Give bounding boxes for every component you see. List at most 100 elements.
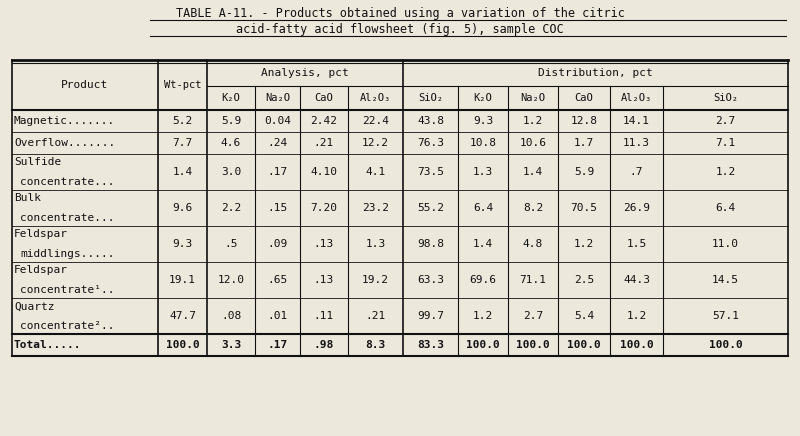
- Text: .09: .09: [267, 239, 288, 249]
- Text: 7.7: 7.7: [172, 138, 193, 148]
- Text: .17: .17: [267, 167, 288, 177]
- Text: 99.7: 99.7: [417, 311, 444, 321]
- Text: 1.2: 1.2: [626, 311, 646, 321]
- Text: K₂O: K₂O: [474, 93, 492, 103]
- Text: Al₂O₃: Al₂O₃: [621, 93, 652, 103]
- Text: 1.2: 1.2: [523, 116, 543, 126]
- Text: 3.3: 3.3: [221, 340, 241, 350]
- Text: 8.3: 8.3: [366, 340, 386, 350]
- Text: 10.6: 10.6: [519, 138, 546, 148]
- Text: .24: .24: [267, 138, 288, 148]
- Text: Product: Product: [62, 80, 109, 90]
- Text: 3.0: 3.0: [221, 167, 241, 177]
- Text: 4.8: 4.8: [523, 239, 543, 249]
- Text: 5.9: 5.9: [574, 167, 594, 177]
- Text: 2.42: 2.42: [310, 116, 338, 126]
- Text: TABLE A-11. - Products obtained using a variation of the citric: TABLE A-11. - Products obtained using a …: [175, 7, 625, 20]
- Text: 55.2: 55.2: [417, 203, 444, 213]
- Text: 73.5: 73.5: [417, 167, 444, 177]
- Text: SiO₂: SiO₂: [713, 93, 738, 103]
- Text: CaO: CaO: [574, 93, 594, 103]
- Text: 100.0: 100.0: [466, 340, 500, 350]
- Text: concentrate²..: concentrate²..: [20, 321, 114, 331]
- Text: 1.4: 1.4: [523, 167, 543, 177]
- Text: 0.04: 0.04: [264, 116, 291, 126]
- Text: 69.6: 69.6: [470, 275, 497, 285]
- Text: 4.10: 4.10: [310, 167, 338, 177]
- Text: .01: .01: [267, 311, 288, 321]
- Text: .15: .15: [267, 203, 288, 213]
- Text: middlings.....: middlings.....: [20, 249, 114, 259]
- Text: 9.6: 9.6: [172, 203, 193, 213]
- Text: .11: .11: [314, 311, 334, 321]
- Text: Feldspar: Feldspar: [14, 265, 68, 275]
- Text: concentrate¹..: concentrate¹..: [20, 285, 114, 295]
- Text: 2.2: 2.2: [221, 203, 241, 213]
- Text: 63.3: 63.3: [417, 275, 444, 285]
- Text: 76.3: 76.3: [417, 138, 444, 148]
- Text: .65: .65: [267, 275, 288, 285]
- Text: .08: .08: [221, 311, 241, 321]
- Text: .13: .13: [314, 239, 334, 249]
- Text: Total.....: Total.....: [14, 340, 82, 350]
- Text: 1.2: 1.2: [473, 311, 493, 321]
- Text: concentrate...: concentrate...: [20, 213, 114, 223]
- Text: 71.1: 71.1: [519, 275, 546, 285]
- Text: .5: .5: [224, 239, 238, 249]
- Text: Wt-pct: Wt-pct: [164, 80, 202, 90]
- Text: 19.2: 19.2: [362, 275, 389, 285]
- Text: 5.9: 5.9: [221, 116, 241, 126]
- Text: 2.7: 2.7: [523, 311, 543, 321]
- Text: .7: .7: [630, 167, 643, 177]
- Text: 2.5: 2.5: [574, 275, 594, 285]
- Text: 70.5: 70.5: [570, 203, 598, 213]
- Text: Quartz: Quartz: [14, 301, 54, 311]
- Text: Bulk: Bulk: [14, 193, 41, 203]
- Text: 1.7: 1.7: [574, 138, 594, 148]
- Text: 12.0: 12.0: [218, 275, 245, 285]
- Text: .13: .13: [314, 275, 334, 285]
- Text: Feldspar: Feldspar: [14, 229, 68, 239]
- Text: 100.0: 100.0: [516, 340, 550, 350]
- Text: 11.3: 11.3: [623, 138, 650, 148]
- Text: 83.3: 83.3: [417, 340, 444, 350]
- Text: 98.8: 98.8: [417, 239, 444, 249]
- Text: .98: .98: [314, 340, 334, 350]
- Text: 1.4: 1.4: [172, 167, 193, 177]
- Text: 1.2: 1.2: [574, 239, 594, 249]
- Text: 47.7: 47.7: [169, 311, 196, 321]
- Text: 9.3: 9.3: [473, 116, 493, 126]
- Text: Analysis, pct: Analysis, pct: [261, 68, 349, 78]
- Text: CaO: CaO: [314, 93, 334, 103]
- Text: 100.0: 100.0: [567, 340, 601, 350]
- Text: Distribution, pct: Distribution, pct: [538, 68, 653, 78]
- Text: 6.4: 6.4: [715, 203, 736, 213]
- Text: 12.8: 12.8: [570, 116, 598, 126]
- Text: 7.1: 7.1: [715, 138, 736, 148]
- Text: 22.4: 22.4: [362, 116, 389, 126]
- Text: 2.7: 2.7: [715, 116, 736, 126]
- Text: Magnetic.......: Magnetic.......: [14, 116, 115, 126]
- Text: 14.5: 14.5: [712, 275, 739, 285]
- Text: Na₂O: Na₂O: [265, 93, 290, 103]
- Text: 26.9: 26.9: [623, 203, 650, 213]
- Text: 1.4: 1.4: [473, 239, 493, 249]
- Text: concentrate...: concentrate...: [20, 177, 114, 187]
- Text: 8.2: 8.2: [523, 203, 543, 213]
- Text: 5.4: 5.4: [574, 311, 594, 321]
- Text: 43.8: 43.8: [417, 116, 444, 126]
- Text: 100.0: 100.0: [709, 340, 742, 350]
- Text: 100.0: 100.0: [166, 340, 199, 350]
- Text: 100.0: 100.0: [620, 340, 654, 350]
- Text: Overflow.......: Overflow.......: [14, 138, 115, 148]
- Text: 12.2: 12.2: [362, 138, 389, 148]
- Text: Sulfide: Sulfide: [14, 157, 62, 167]
- Text: K₂O: K₂O: [222, 93, 240, 103]
- Text: 57.1: 57.1: [712, 311, 739, 321]
- Text: 1.3: 1.3: [473, 167, 493, 177]
- Text: Al₂O₃: Al₂O₃: [360, 93, 391, 103]
- Text: 4.1: 4.1: [366, 167, 386, 177]
- Text: 10.8: 10.8: [470, 138, 497, 148]
- Text: 9.3: 9.3: [172, 239, 193, 249]
- Text: 44.3: 44.3: [623, 275, 650, 285]
